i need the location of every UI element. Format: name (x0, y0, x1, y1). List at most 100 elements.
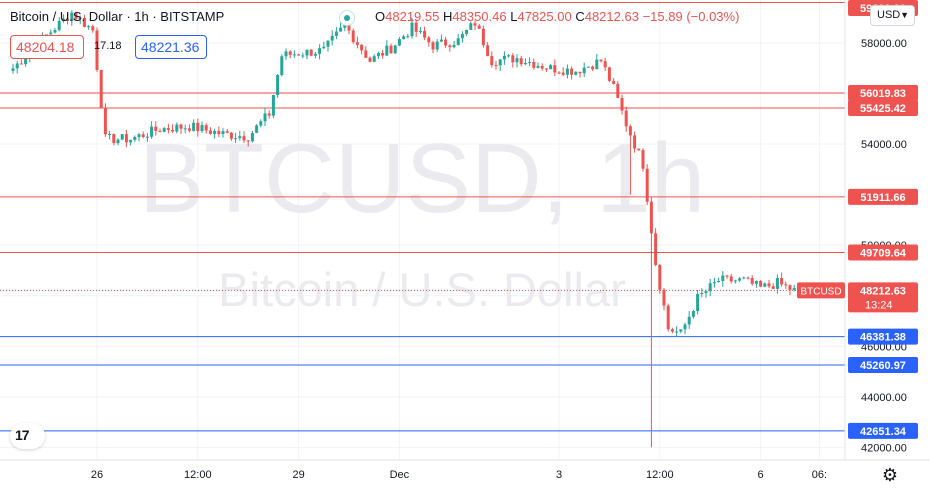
candle-body (435, 41, 439, 50)
candle-body (276, 75, 280, 96)
candle-body (784, 284, 788, 286)
watermark-name: Bitcoin / U.S. Dollar (218, 263, 625, 316)
level-label: 42651.34 (860, 426, 907, 438)
candle-body (759, 281, 763, 287)
candle-body (603, 61, 607, 68)
symbol-title[interactable]: Bitcoin / U.S. Dollar · 1h · BITSTAMP (10, 9, 225, 24)
candle-body (389, 45, 393, 54)
close-label: C (575, 9, 585, 24)
level-label: 56019.83 (860, 88, 906, 100)
x-tick-label: 26 (91, 469, 103, 481)
candle-body (578, 71, 582, 74)
candle-body (238, 136, 242, 139)
candle-body (280, 56, 284, 76)
gear-icon[interactable]: ⚙ (881, 465, 899, 485)
candle-body (780, 278, 784, 285)
candle-body (414, 22, 418, 32)
low-label: L (510, 9, 518, 24)
candle-body (313, 53, 317, 56)
candle-body (351, 30, 355, 43)
candle-body (486, 45, 490, 57)
candle-body (129, 139, 133, 143)
sell-button[interactable]: 48204.18 (10, 35, 84, 59)
candle-body (171, 129, 175, 132)
candle-body (183, 128, 187, 130)
candle-body (469, 23, 473, 30)
candle-body (586, 66, 590, 68)
candle-body (208, 130, 212, 134)
candle-body (523, 62, 527, 65)
candle-body (708, 283, 712, 292)
candle-body (792, 287, 796, 290)
candle-body (78, 17, 82, 19)
candle-body (687, 316, 691, 325)
candle-body (654, 233, 658, 265)
candle-body (658, 264, 662, 290)
candle-body (112, 134, 116, 144)
x-tick-label: Dec (390, 469, 410, 481)
open-label: O (375, 9, 386, 24)
candle-body (561, 72, 565, 75)
candle-body (729, 276, 733, 282)
candle-body (99, 69, 103, 108)
candle-body (45, 34, 49, 36)
candle-body (234, 138, 238, 140)
tradingview-logo-icon[interactable]: 17 (10, 423, 45, 449)
candle-body (418, 30, 422, 32)
candle-body (536, 65, 540, 68)
candle-body (767, 283, 771, 287)
candle-body (704, 291, 708, 293)
candle-body (116, 139, 120, 144)
level-label-box (848, 422, 918, 439)
candle-body (250, 132, 254, 142)
candle-body (57, 21, 61, 31)
candle-body (502, 55, 506, 60)
candle-body (612, 80, 616, 84)
candle-body (591, 66, 595, 70)
candle-body (717, 280, 721, 283)
candle-body (544, 68, 548, 70)
x-tick-label: 12:00 (184, 469, 212, 481)
candle-body (473, 23, 477, 26)
currency-select[interactable]: USD ▼ (870, 5, 915, 26)
level-label-box (848, 356, 918, 373)
current-price-marker: BTCUSD 48212.63 13:24 (0, 282, 918, 313)
candle-body (196, 122, 200, 132)
candle-body (74, 12, 78, 19)
candle-body (162, 128, 166, 132)
candle-body (439, 39, 443, 42)
market-status-icon[interactable] (339, 10, 355, 26)
candle-body (662, 289, 666, 306)
candle-body (124, 134, 128, 143)
x-tick-label: 06: (812, 469, 827, 481)
candle-body (82, 17, 86, 27)
candle-body (242, 136, 246, 141)
candle-body (746, 277, 750, 279)
candle-body (229, 132, 233, 139)
candle-body (511, 55, 515, 63)
candle-body (213, 130, 217, 134)
candle-body (347, 23, 351, 31)
candle-body (670, 329, 674, 332)
level-label-box (848, 85, 918, 102)
candle-body (490, 56, 494, 66)
candle-body (775, 278, 779, 289)
level-label-box (848, 100, 918, 117)
candle-body (19, 63, 23, 65)
candle-body (742, 277, 746, 279)
buy-button[interactable]: 48221.36 (135, 35, 207, 59)
candle-body (406, 36, 410, 38)
candle-body (649, 201, 653, 234)
candle-body (456, 38, 460, 45)
candle-body (53, 30, 57, 33)
candle-body (166, 128, 170, 130)
high-label: H (442, 9, 453, 24)
candle-body (725, 275, 729, 277)
current-price-value: 48212.63 (860, 285, 906, 297)
chart-grid (0, 0, 845, 460)
candle-body (267, 113, 271, 116)
candle-body (66, 18, 70, 21)
level-label-box (848, 244, 918, 261)
candle-body (225, 131, 229, 133)
